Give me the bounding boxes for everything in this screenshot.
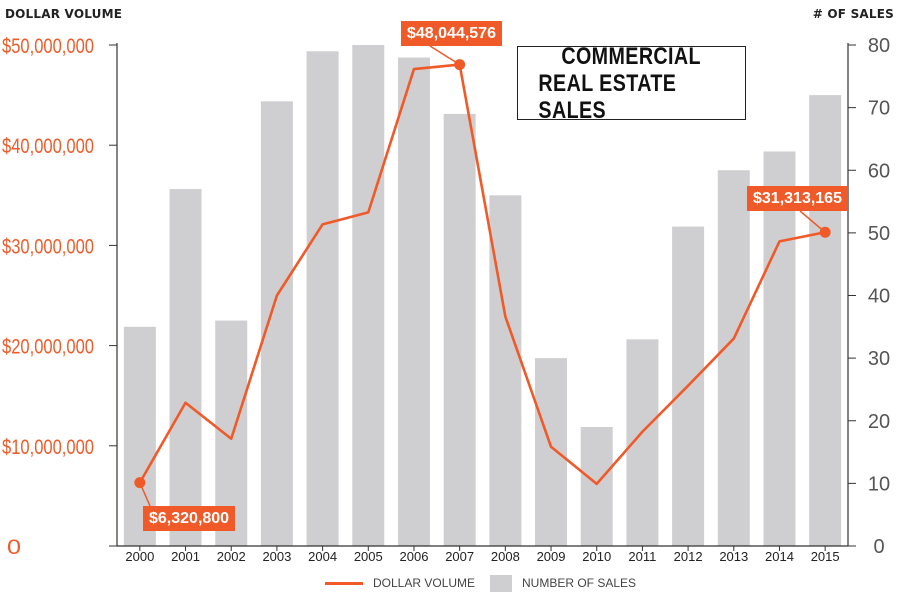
x-tick-label-2003: 2003 (262, 549, 291, 564)
legend-item-number-of-sales: NUMBER OF SALES (490, 573, 636, 593)
left-tick-label-4: $40,000,000 (2, 135, 94, 158)
x-tick-label-2009: 2009 (537, 549, 566, 564)
right-tick-label-2: 20 (868, 411, 890, 433)
bar-2014 (763, 151, 796, 546)
x-tick-label-2001: 2001 (171, 549, 200, 564)
x-tick-label-2013: 2013 (719, 549, 748, 564)
bar-2009 (535, 358, 568, 546)
right-tick-label-7: 70 (868, 98, 890, 120)
x-tick-label-2007: 2007 (445, 549, 474, 564)
legend-item-dollar-volume: DOLLAR VOLUME (325, 573, 475, 593)
left-tick-label-5: $50,000,000 (2, 35, 94, 58)
left-tick-label-2: $20,000,000 (2, 336, 94, 359)
chart-title-line-2: REAL ESTATE SALES (538, 69, 677, 124)
right-tick-label-6: 60 (868, 160, 890, 182)
legend-bar-swatch (490, 574, 512, 592)
x-tick-label-2010: 2010 (582, 549, 611, 564)
axes: 0 $10,000,000 $20,000,000 $30,000,000 $40,00… (2, 35, 890, 564)
right-tick-label-1: 10 (868, 473, 890, 495)
right-tick-label-4: 40 (868, 286, 890, 308)
x-tick-label-2000: 2000 (125, 549, 154, 564)
bar-2013 (717, 170, 750, 546)
x-tick-label-2012: 2012 (674, 549, 703, 564)
bar-2005 (352, 45, 385, 546)
x-tick-label-2004: 2004 (308, 549, 337, 564)
bar-2010 (580, 427, 613, 546)
chart-title-line-1: COMMERCIAL (561, 42, 702, 70)
bar-2015 (809, 95, 842, 546)
x-tick-label-2011: 2011 (628, 549, 656, 564)
right-tick-label-0: 0 (873, 536, 884, 558)
legend-line-swatch (325, 581, 363, 585)
x-tick-label-2002: 2002 (217, 549, 246, 564)
right-tick-label-8: 80 (868, 35, 890, 57)
right-tick-label-3: 30 (868, 348, 890, 370)
line-series (134, 45, 831, 507)
right-axis-title: # OF SALES (812, 7, 894, 21)
callout-2015: $31,313,165 (747, 186, 848, 211)
x-tick-label-2006: 2006 (400, 549, 429, 564)
bar-2003 (260, 101, 293, 547)
x-tick-label-2014: 2014 (765, 549, 794, 564)
legend-label-number-of-sales: NUMBER OF SALES (522, 576, 637, 590)
bar-2006 (397, 57, 430, 547)
bar-2004 (306, 51, 339, 546)
left-axis-title: DOLLAR VOLUME (5, 7, 123, 21)
callout-leader-2007 (429, 45, 461, 66)
x-tick-label-2015: 2015 (811, 549, 840, 564)
left-tick-label-0: 0 (7, 536, 21, 559)
x-tick-label-2005: 2005 (354, 549, 383, 564)
legend-label-dollar-volume: DOLLAR VOLUME (373, 576, 476, 590)
right-tick-label-5: 50 (868, 223, 890, 245)
dollar-volume-line (138, 63, 826, 486)
bar-2007 (443, 113, 476, 546)
callout-2000: $6,320,800 (143, 506, 236, 531)
chart-title: COMMERCIAL REAL ESTATE SALES (517, 42, 746, 124)
point-2015 (819, 226, 831, 238)
x-tick-label-2008: 2008 (491, 549, 520, 564)
bar-series (123, 45, 842, 547)
left-tick-label-3: $30,000,000 (2, 235, 94, 258)
left-tick-label-1: $10,000,000 (2, 436, 94, 459)
bar-2001 (169, 189, 202, 546)
point-2000 (134, 477, 146, 489)
callout-2007: $48,044,576 (401, 21, 502, 46)
point-2007 (454, 59, 466, 71)
